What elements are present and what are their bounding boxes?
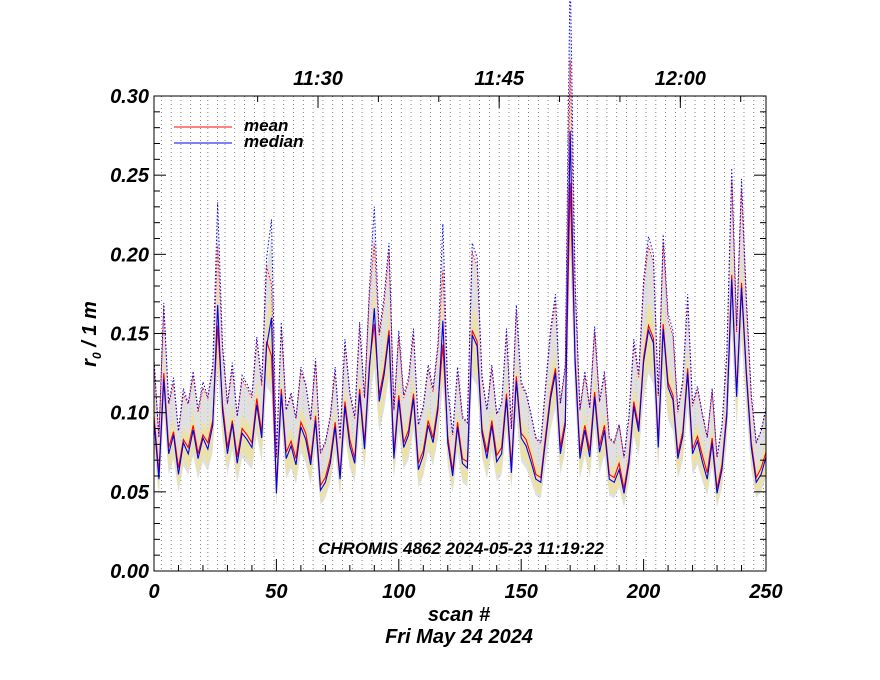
plot-clipped-group xyxy=(154,0,766,571)
y-tick-label: 0.05 xyxy=(110,482,150,504)
x-tick-label: 250 xyxy=(748,581,782,603)
x-tick-label: 0 xyxy=(148,581,159,603)
x-tick-label: 50 xyxy=(265,581,287,603)
x-axis-label: scan # xyxy=(428,604,491,626)
median-series-line xyxy=(154,130,766,494)
y-axis-label: r0 / 1 m xyxy=(79,301,104,367)
legend-median-label: median xyxy=(244,132,304,151)
x-tick-label: 200 xyxy=(626,581,660,603)
y-tick-label: 0.00 xyxy=(110,561,149,583)
y-tick-label: 0.30 xyxy=(110,86,149,108)
x-axis-date-label: Fri May 24 2024 xyxy=(385,626,533,648)
median-envelope-line xyxy=(154,0,766,457)
plot-frame xyxy=(153,95,767,572)
legend: mean median xyxy=(174,116,304,151)
axes-layer: 0 50 100 150 200 250 11:30 11:45 12:00 0.00 0.05 0.… xyxy=(110,68,783,603)
top-time-label: 11:45 xyxy=(474,68,525,90)
y-axis-label-tail: / 1 m xyxy=(79,301,101,352)
top-time-label: 12:00 xyxy=(655,68,706,90)
y-axis-label-base: r xyxy=(79,358,101,367)
y-axis-label-sub: 0 xyxy=(90,352,104,359)
x-tick-label: 100 xyxy=(382,581,415,603)
y-tick-label: 0.20 xyxy=(110,244,149,266)
y-tick-label: 0.25 xyxy=(110,165,150,187)
y-tick-label: 0.10 xyxy=(110,403,149,425)
top-time-label: 11:30 xyxy=(293,68,343,90)
plot-layer xyxy=(154,0,766,571)
dataset-annotation: CHROMIS 4862 2024-05-23 11:19:22 xyxy=(318,539,605,558)
x-tick-label: 150 xyxy=(505,581,538,603)
y-tick-label: 0.15 xyxy=(110,324,150,346)
legend-mean-label: mean xyxy=(244,116,288,135)
